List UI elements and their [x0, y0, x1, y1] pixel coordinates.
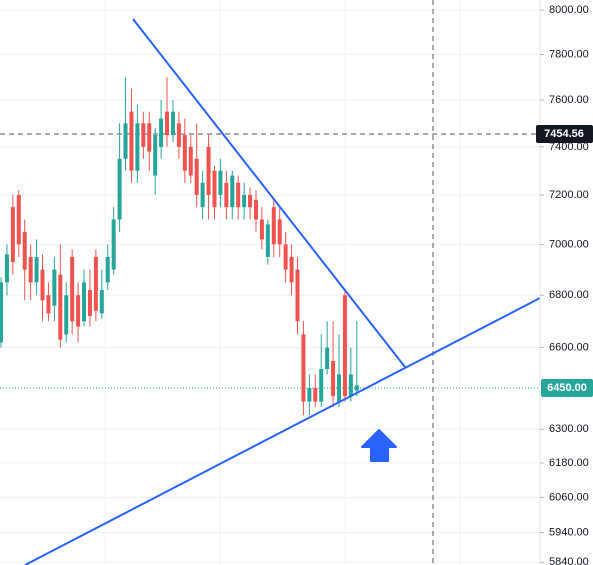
candle-body: [301, 334, 306, 402]
last-price-label: 6450.00: [547, 382, 587, 394]
candle-body: [64, 295, 69, 335]
candle-body: [325, 347, 330, 370]
y-tick-label: 5940.00: [549, 526, 589, 538]
candle-body: [236, 182, 241, 208]
candle-body: [76, 295, 81, 327]
candle-body: [206, 146, 211, 195]
candle-body: [348, 374, 353, 397]
y-tick-label: 6600.00: [549, 342, 589, 354]
y-tick-label: 7800.00: [549, 48, 589, 60]
candle-body: [135, 123, 140, 171]
candle-body: [218, 170, 223, 195]
candle-body: [111, 219, 116, 270]
candle-body: [265, 224, 270, 257]
candle-body: [331, 360, 336, 397]
candle-body: [117, 158, 122, 220]
y-tick-label: 6060.00: [549, 491, 589, 503]
grid: [0, 9, 540, 563]
candle-body: [34, 256, 39, 283]
candle-body: [129, 111, 134, 171]
y-tick-label: 6180.00: [549, 457, 589, 469]
candle-body: [224, 182, 229, 208]
candle-body: [277, 219, 282, 245]
arrow-up-icon: [361, 429, 397, 462]
crosshair-label-box: [536, 124, 593, 143]
candle-body: [93, 256, 98, 311]
price-axis: 8000.00 7800.00 7600.00 7400.00 7200.00 7000.…: [536, 4, 593, 565]
candle-body: [58, 274, 63, 340]
candles: [0, 77, 359, 416]
y-tick-label: 7200.00: [549, 189, 589, 201]
candle-body: [40, 269, 45, 301]
candle-body: [319, 369, 324, 402]
candle-body: [70, 256, 75, 322]
candle-body: [295, 269, 300, 322]
candle-body: [159, 118, 164, 147]
candle-body: [259, 219, 264, 240]
candle-body: [200, 182, 205, 208]
y-tick-label: 7000.00: [549, 238, 589, 250]
candle-body: [283, 244, 288, 270]
candle-body: [141, 123, 146, 147]
candle-body: [105, 256, 110, 283]
candle-body: [0, 282, 3, 343]
candle-body: [28, 256, 33, 283]
candle-body: [10, 207, 15, 263]
candle-body: [170, 111, 175, 136]
candle-body: [354, 385, 359, 391]
candle-body: [212, 170, 217, 208]
candle-body: [82, 282, 87, 322]
candle-body: [248, 194, 253, 208]
candle-body: [147, 123, 152, 152]
candle-body: [87, 290, 92, 317]
candle-body: [289, 256, 294, 283]
candle-body: [242, 194, 247, 208]
trend-line-down: [132, 18, 406, 368]
candle-body: [342, 295, 347, 397]
candle-body: [313, 387, 318, 402]
candle-body: [337, 374, 342, 402]
candle-body: [123, 123, 128, 159]
y-tick-label: 7600.00: [549, 94, 589, 106]
candle-body: [16, 194, 21, 245]
last-price-box: [541, 378, 593, 397]
y-tick-label: 6300.00: [549, 423, 589, 435]
candle-body: [253, 199, 258, 220]
candle-body: [188, 146, 193, 176]
candle-body: [176, 123, 181, 147]
candle-body: [230, 175, 235, 208]
candle-body: [165, 111, 170, 136]
v-grid: [104, 0, 461, 565]
candle-body: [182, 135, 187, 171]
candle-body: [153, 135, 158, 176]
candle-body: [99, 290, 104, 314]
candle-body: [22, 231, 27, 270]
crosshair-label: 7454.56: [544, 128, 584, 140]
candle-body: [4, 254, 9, 283]
candle-body: [307, 387, 312, 402]
candle-body: [194, 158, 199, 195]
trend-line-up: [24, 297, 541, 565]
y-tick-label: 6800.00: [549, 289, 589, 301]
y-tick-label: 7400.00: [549, 141, 589, 153]
candle-body: [52, 269, 57, 306]
candle-body: [46, 295, 51, 314]
candle-body: [271, 207, 276, 245]
y-tick-label: 5840.00: [549, 556, 589, 565]
y-tick-label: 8000.00: [549, 4, 589, 16]
